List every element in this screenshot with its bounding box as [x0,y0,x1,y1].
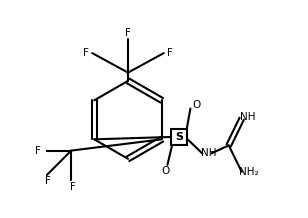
FancyBboxPatch shape [171,129,187,145]
Text: F: F [83,48,89,58]
Text: NH₂: NH₂ [239,167,259,177]
Text: F: F [167,48,173,58]
Text: F: F [125,28,131,38]
Text: F: F [34,146,40,156]
Text: NH: NH [240,112,256,122]
Text: O: O [192,100,201,110]
Text: NH: NH [201,148,216,158]
Text: F: F [70,182,76,192]
Text: S: S [175,132,183,142]
Text: O: O [162,166,170,176]
Text: F: F [45,176,51,186]
